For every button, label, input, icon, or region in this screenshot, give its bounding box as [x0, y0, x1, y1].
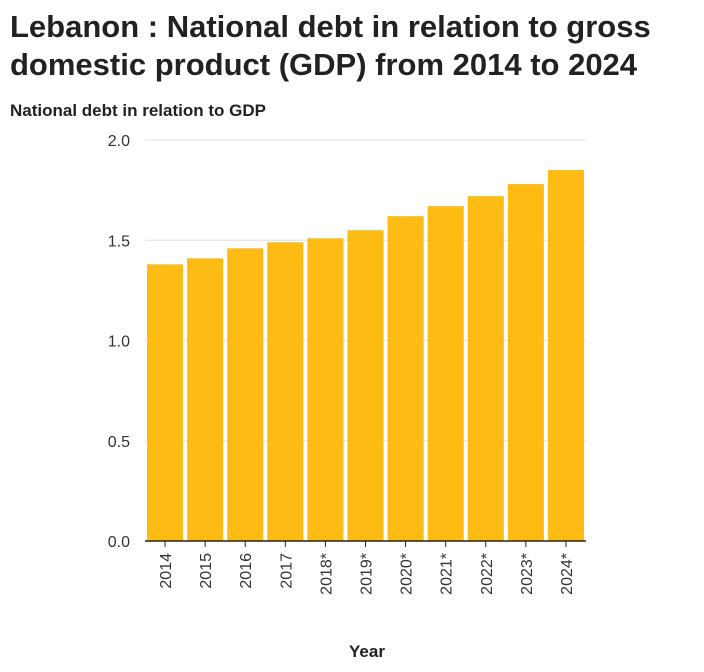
bar-2018-projected	[307, 238, 344, 541]
chart-title: Lebanon : National debt in relation to g…	[10, 9, 651, 82]
y-axis-ticks: 0.0 0.5 1.0 1.5 2.0	[108, 133, 130, 551]
y-axis-title: National debt in relation to GDP	[10, 101, 266, 120]
x-tick-label: 2023*	[519, 553, 536, 595]
bar-2016	[227, 248, 264, 541]
bar-2024-projected	[547, 170, 584, 541]
x-tick-label: 2015	[198, 553, 215, 589]
x-tick-label: 2014	[158, 553, 175, 589]
x-tick-label: 2021*	[439, 553, 456, 595]
x-axis-title: Year	[349, 642, 385, 661]
x-tick-label: 2018*	[318, 553, 335, 595]
bar-2014	[147, 264, 184, 541]
bar-2019-projected	[347, 230, 384, 541]
y-tick-label: 1.0	[108, 334, 130, 351]
bar-2020-projected	[387, 216, 424, 541]
y-tick-label: 0.5	[108, 434, 130, 451]
bar-2022-projected	[467, 196, 504, 541]
x-tick-label: 2016	[238, 553, 255, 589]
y-tick-label: 1.5	[108, 233, 130, 250]
x-axis-ticks: 2014 2015 2016 2017 2018* 2019* 2020* 2021* 2022…	[158, 541, 576, 595]
x-tick-label: 2019*	[359, 553, 376, 595]
x-tick-label: 2017	[278, 553, 295, 589]
bar-2021-projected	[427, 206, 464, 542]
x-tick-label: 2020*	[399, 553, 416, 595]
bar-2017	[267, 242, 304, 541]
bars	[147, 170, 584, 542]
y-tick-label: 2.0	[108, 133, 130, 150]
bar-2023-projected	[507, 184, 544, 542]
x-tick-label: 2024*	[559, 553, 576, 595]
x-tick-label: 2022*	[479, 553, 496, 595]
bar-2015	[187, 258, 224, 541]
y-tick-label: 0.0	[108, 534, 130, 551]
